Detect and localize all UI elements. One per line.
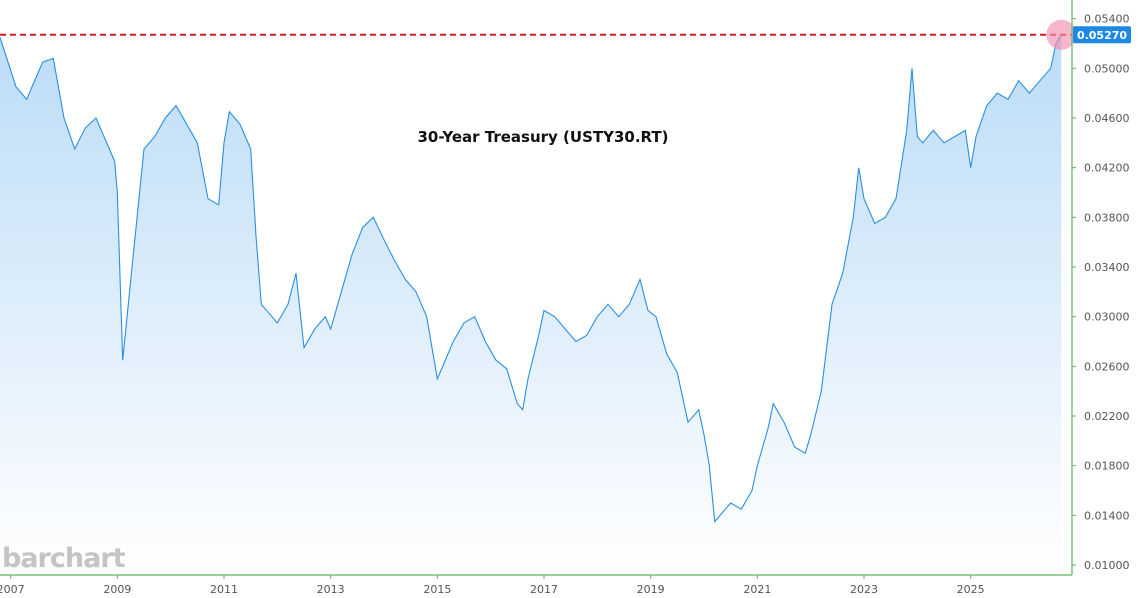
y-tick-label: 0.05000 (1084, 62, 1130, 75)
x-tick-label: 2015 (423, 583, 451, 596)
y-tick-label: 0.03800 (1084, 211, 1130, 224)
x-tick-label: 2023 (850, 583, 878, 596)
x-tick-label: 2013 (317, 583, 345, 596)
last-value-badge-background (1073, 26, 1131, 44)
series-line (0, 34, 1062, 523)
y-tick-label: 0.05400 (1084, 13, 1130, 26)
y-tick-label: 0.02600 (1084, 360, 1130, 373)
y-tick-label: 0.03000 (1084, 311, 1130, 324)
last-value-badge: 0.05270 (1073, 26, 1131, 44)
y-tick-label: 0.04200 (1084, 162, 1130, 175)
y-axis-ticks: 0.05400 0.05000 0.04600 0.04200 0.03800 0.034… (1072, 13, 1130, 572)
x-tick-label: 2019 (637, 583, 665, 596)
x-tick-label: 2025 (957, 583, 985, 596)
x-tick-label: 2007 (0, 583, 25, 596)
y-tick-label: 0.03400 (1084, 261, 1130, 274)
y-tick-label: 0.01400 (1084, 509, 1130, 522)
chart-title: 30-Year Treasury (USTY30.RT) (417, 128, 668, 146)
x-tick-label: 2009 (103, 583, 131, 596)
last-value-highlight (1046, 19, 1077, 50)
x-tick-label: 2021 (743, 583, 771, 596)
y-tick-label: 0.01000 (1084, 559, 1130, 572)
series-area-fill (0, 34, 1062, 576)
x-tick-label: 2017 (530, 583, 558, 596)
y-tick-label: 0.04600 (1084, 112, 1130, 125)
last-value-label: 0.05270 (1077, 29, 1127, 42)
y-tick-label: 0.01800 (1084, 460, 1130, 473)
x-tick-label: 2011 (210, 583, 238, 596)
barchart-logo: barchart (2, 543, 126, 574)
x-axis-ticks: 2007 2009 2011 2013 2015 2017 2019 2021 2023 2025 (0, 575, 985, 596)
y-tick-label: 0.02200 (1084, 410, 1130, 423)
